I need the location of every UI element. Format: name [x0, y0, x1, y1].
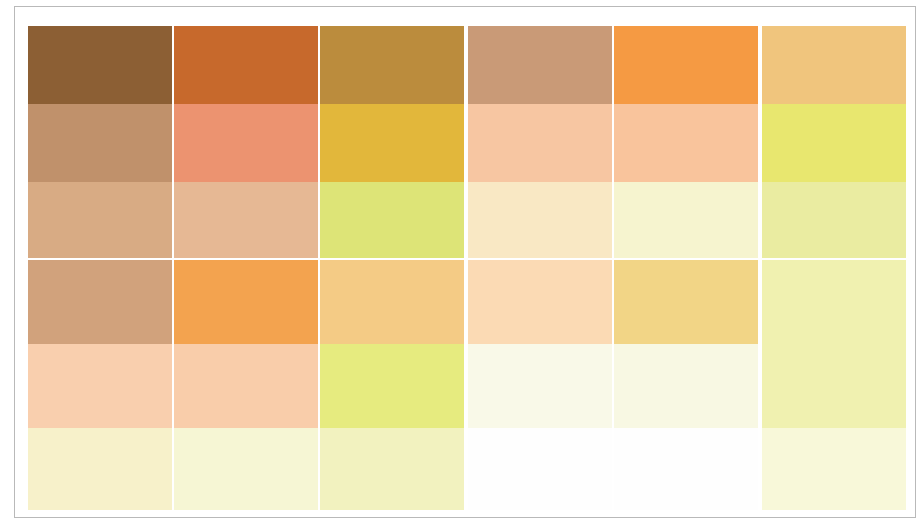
- color-swatch: [762, 104, 906, 182]
- swatch-column-5: [614, 26, 758, 510]
- color-swatch: [762, 260, 906, 344]
- color-swatch: [28, 104, 172, 182]
- color-swatch: [762, 182, 906, 258]
- swatch-column-3: [320, 26, 464, 510]
- swatch-column-6: [762, 26, 906, 510]
- color-swatch: [174, 182, 318, 258]
- color-swatch: [320, 428, 464, 510]
- color-swatch: [762, 26, 906, 104]
- color-swatch: [614, 104, 758, 182]
- color-swatch: [320, 104, 464, 182]
- color-swatch: [28, 344, 172, 428]
- color-swatch: [320, 344, 464, 428]
- color-swatch: [614, 260, 758, 344]
- color-swatch: [614, 344, 758, 428]
- swatch-column-4: [468, 26, 612, 510]
- color-swatch: [28, 260, 172, 344]
- color-swatch-grid: [28, 26, 908, 510]
- color-swatch: [28, 428, 172, 510]
- color-swatch: [468, 182, 612, 258]
- color-swatch: [468, 26, 612, 104]
- color-swatch: [762, 428, 906, 510]
- color-swatch: [174, 428, 318, 510]
- color-swatch: [174, 344, 318, 428]
- color-swatch: [28, 182, 172, 258]
- color-swatch: [468, 104, 612, 182]
- color-swatch: [28, 26, 172, 104]
- color-swatch: [320, 260, 464, 344]
- color-swatch: [468, 428, 612, 510]
- color-swatch: [762, 344, 906, 428]
- color-swatch: [468, 260, 612, 344]
- color-swatch: [614, 428, 758, 510]
- swatch-column-2: [174, 26, 318, 510]
- color-swatch: [174, 26, 318, 104]
- swatch-column-1: [28, 26, 172, 510]
- color-swatch: [174, 260, 318, 344]
- color-swatch: [320, 182, 464, 258]
- color-swatch: [614, 182, 758, 258]
- color-swatch: [320, 26, 464, 104]
- color-swatch: [468, 344, 612, 428]
- color-swatch: [174, 104, 318, 182]
- color-swatch: [614, 26, 758, 104]
